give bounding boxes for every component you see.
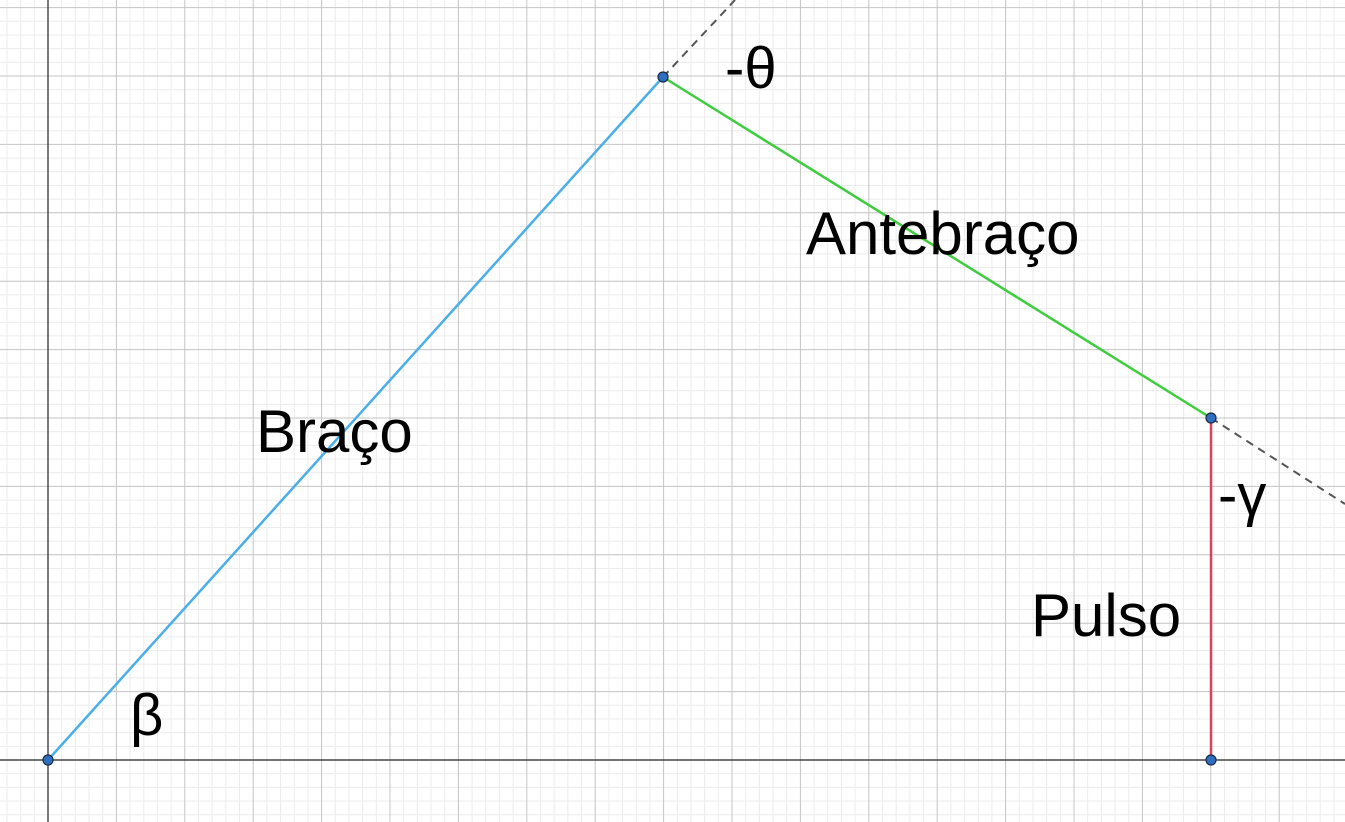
wrist-label: Pulso — [1031, 582, 1181, 649]
base-joint-point — [42, 754, 54, 766]
angle-base-label: β — [130, 683, 163, 748]
forearm-label: Antebraço — [806, 200, 1080, 267]
elbow-extension-dashed-line — [662, 0, 736, 78]
elbow-joint-point — [657, 71, 669, 83]
arm-label: Braço — [256, 398, 413, 465]
forearm-segment — [662, 75, 1212, 420]
arm-segment — [47, 76, 664, 761]
angle-wrist-label: -γ — [1218, 463, 1266, 528]
wrist-joint-point — [1205, 412, 1217, 424]
wrist-extension-dashed-line — [1210, 417, 1345, 505]
angle-elbow-label: -θ — [725, 36, 777, 101]
end-effector-point — [1205, 754, 1217, 766]
